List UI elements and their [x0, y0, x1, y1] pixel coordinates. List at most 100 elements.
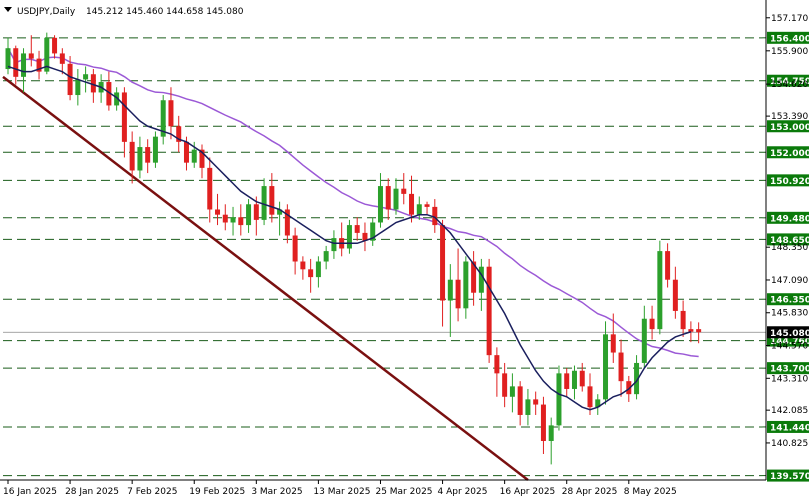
candle-body — [393, 188, 399, 210]
candle-body — [152, 136, 158, 163]
y-tick-label: 153.390 — [771, 112, 808, 122]
x-tick-label: 3 Mar 2025 — [251, 487, 302, 497]
dropdown-arrow-icon[interactable] — [4, 7, 12, 12]
candle-body — [261, 186, 267, 220]
level-label: 149.480 — [770, 214, 811, 224]
candles — [5, 32, 702, 465]
x-tick-label: 19 Feb 2025 — [189, 487, 245, 497]
level-label: 139.570 — [770, 472, 811, 482]
candle-body — [238, 217, 244, 226]
candle-body — [696, 329, 702, 333]
candle-body — [292, 235, 298, 262]
candle-body — [114, 92, 120, 106]
current-price-label-bg — [767, 326, 809, 339]
x-tick-label: 13 Mar 2025 — [313, 487, 370, 497]
candle-body — [432, 206, 438, 226]
x-tick-label: 8 May 2025 — [624, 487, 677, 497]
candle-body — [121, 92, 127, 142]
candle-body — [649, 318, 655, 330]
candle-body — [486, 266, 492, 356]
candle-body — [509, 386, 515, 397]
candle-body — [315, 261, 321, 278]
level-label: 141.440 — [770, 423, 811, 433]
level-label-bg — [767, 293, 809, 306]
level-label: 144.760 — [770, 337, 811, 347]
candle-body — [75, 79, 81, 96]
candle-body — [564, 373, 570, 389]
level-label-bg — [767, 233, 809, 246]
candle-body — [471, 261, 477, 293]
candle-body — [626, 381, 632, 395]
candle-body — [28, 53, 34, 59]
axes — [0, 0, 767, 481]
ohlc-label: 145.212 145.460 144.658 145.080 — [86, 7, 244, 17]
candle-body — [533, 399, 539, 405]
candle-body — [401, 188, 407, 194]
level-label: 153.000 — [770, 123, 811, 133]
candle-body — [183, 141, 189, 163]
candle-body — [579, 370, 585, 387]
candle-body — [253, 204, 259, 220]
y-tick-label: 143.310 — [771, 374, 808, 384]
candle-body — [222, 214, 228, 223]
candle-body — [145, 147, 151, 163]
candle-body — [83, 74, 89, 80]
candle-body — [370, 222, 376, 241]
level-label: 154.750 — [770, 77, 811, 87]
candle-body — [215, 209, 221, 215]
candle-body — [447, 279, 453, 301]
candle-body — [176, 126, 182, 142]
candle-body — [665, 251, 671, 280]
y-tick-label: 142.085 — [771, 406, 808, 416]
candle-body — [548, 425, 554, 441]
symbol-label: USDJPY,Daily — [17, 7, 76, 17]
candle-body — [277, 209, 283, 215]
y-tick-label: 140.825 — [771, 439, 808, 449]
candle-body — [300, 261, 306, 270]
level-label: 152.000 — [770, 149, 811, 159]
y-tick-label: 154.620 — [771, 80, 808, 90]
candle-body — [308, 269, 314, 278]
candle-body — [13, 48, 19, 77]
candle-body — [455, 279, 461, 309]
level-label-bg — [767, 211, 809, 224]
candle-body — [323, 251, 329, 262]
x-tick-label: 28 Apr 2025 — [562, 487, 618, 497]
candle-body — [634, 362, 640, 395]
candle-body — [137, 147, 143, 171]
candle-body — [207, 167, 213, 210]
candle-body — [672, 279, 678, 311]
candle-body — [610, 334, 616, 353]
candle-body — [362, 232, 368, 241]
candle-body — [284, 209, 290, 236]
candle-body — [641, 318, 647, 363]
candle-body — [52, 37, 58, 54]
candle-body — [657, 251, 663, 330]
ma-slow-line — [7, 47, 699, 358]
y-tick-label: 148.350 — [771, 243, 808, 253]
chart-header: USDJPY,Daily 145.212 145.460 144.658 145… — [4, 7, 244, 17]
candle-body — [160, 100, 166, 137]
candle-body — [517, 386, 523, 415]
y-tick-label: 147.090 — [771, 276, 808, 286]
y-tick-label: 157.170 — [771, 14, 808, 24]
x-tick-label: 4 Apr 2025 — [438, 487, 488, 497]
candle-body — [494, 355, 500, 374]
level-label-bg — [767, 469, 809, 482]
y-tick-label: 145.830 — [771, 309, 808, 319]
candle-body — [688, 329, 694, 332]
candle-body — [191, 149, 197, 163]
x-axis-labels: 16 Jan 2025 28 Jan 2025 7 Feb 2025 19 Feb 2… — [3, 480, 677, 497]
candle-body — [5, 48, 11, 70]
y-tick-label: 155.900 — [771, 47, 808, 57]
candle-body — [385, 186, 391, 210]
level-label-bg — [767, 74, 809, 87]
candle-body — [680, 310, 686, 330]
candle-body — [331, 238, 337, 252]
x-tick-label: 16 Apr 2025 — [500, 487, 556, 497]
level-label: 146.350 — [770, 296, 811, 306]
level-label-bg — [767, 120, 809, 133]
level-label-bg — [767, 362, 809, 375]
x-tick-label: 25 Mar 2025 — [375, 487, 432, 497]
